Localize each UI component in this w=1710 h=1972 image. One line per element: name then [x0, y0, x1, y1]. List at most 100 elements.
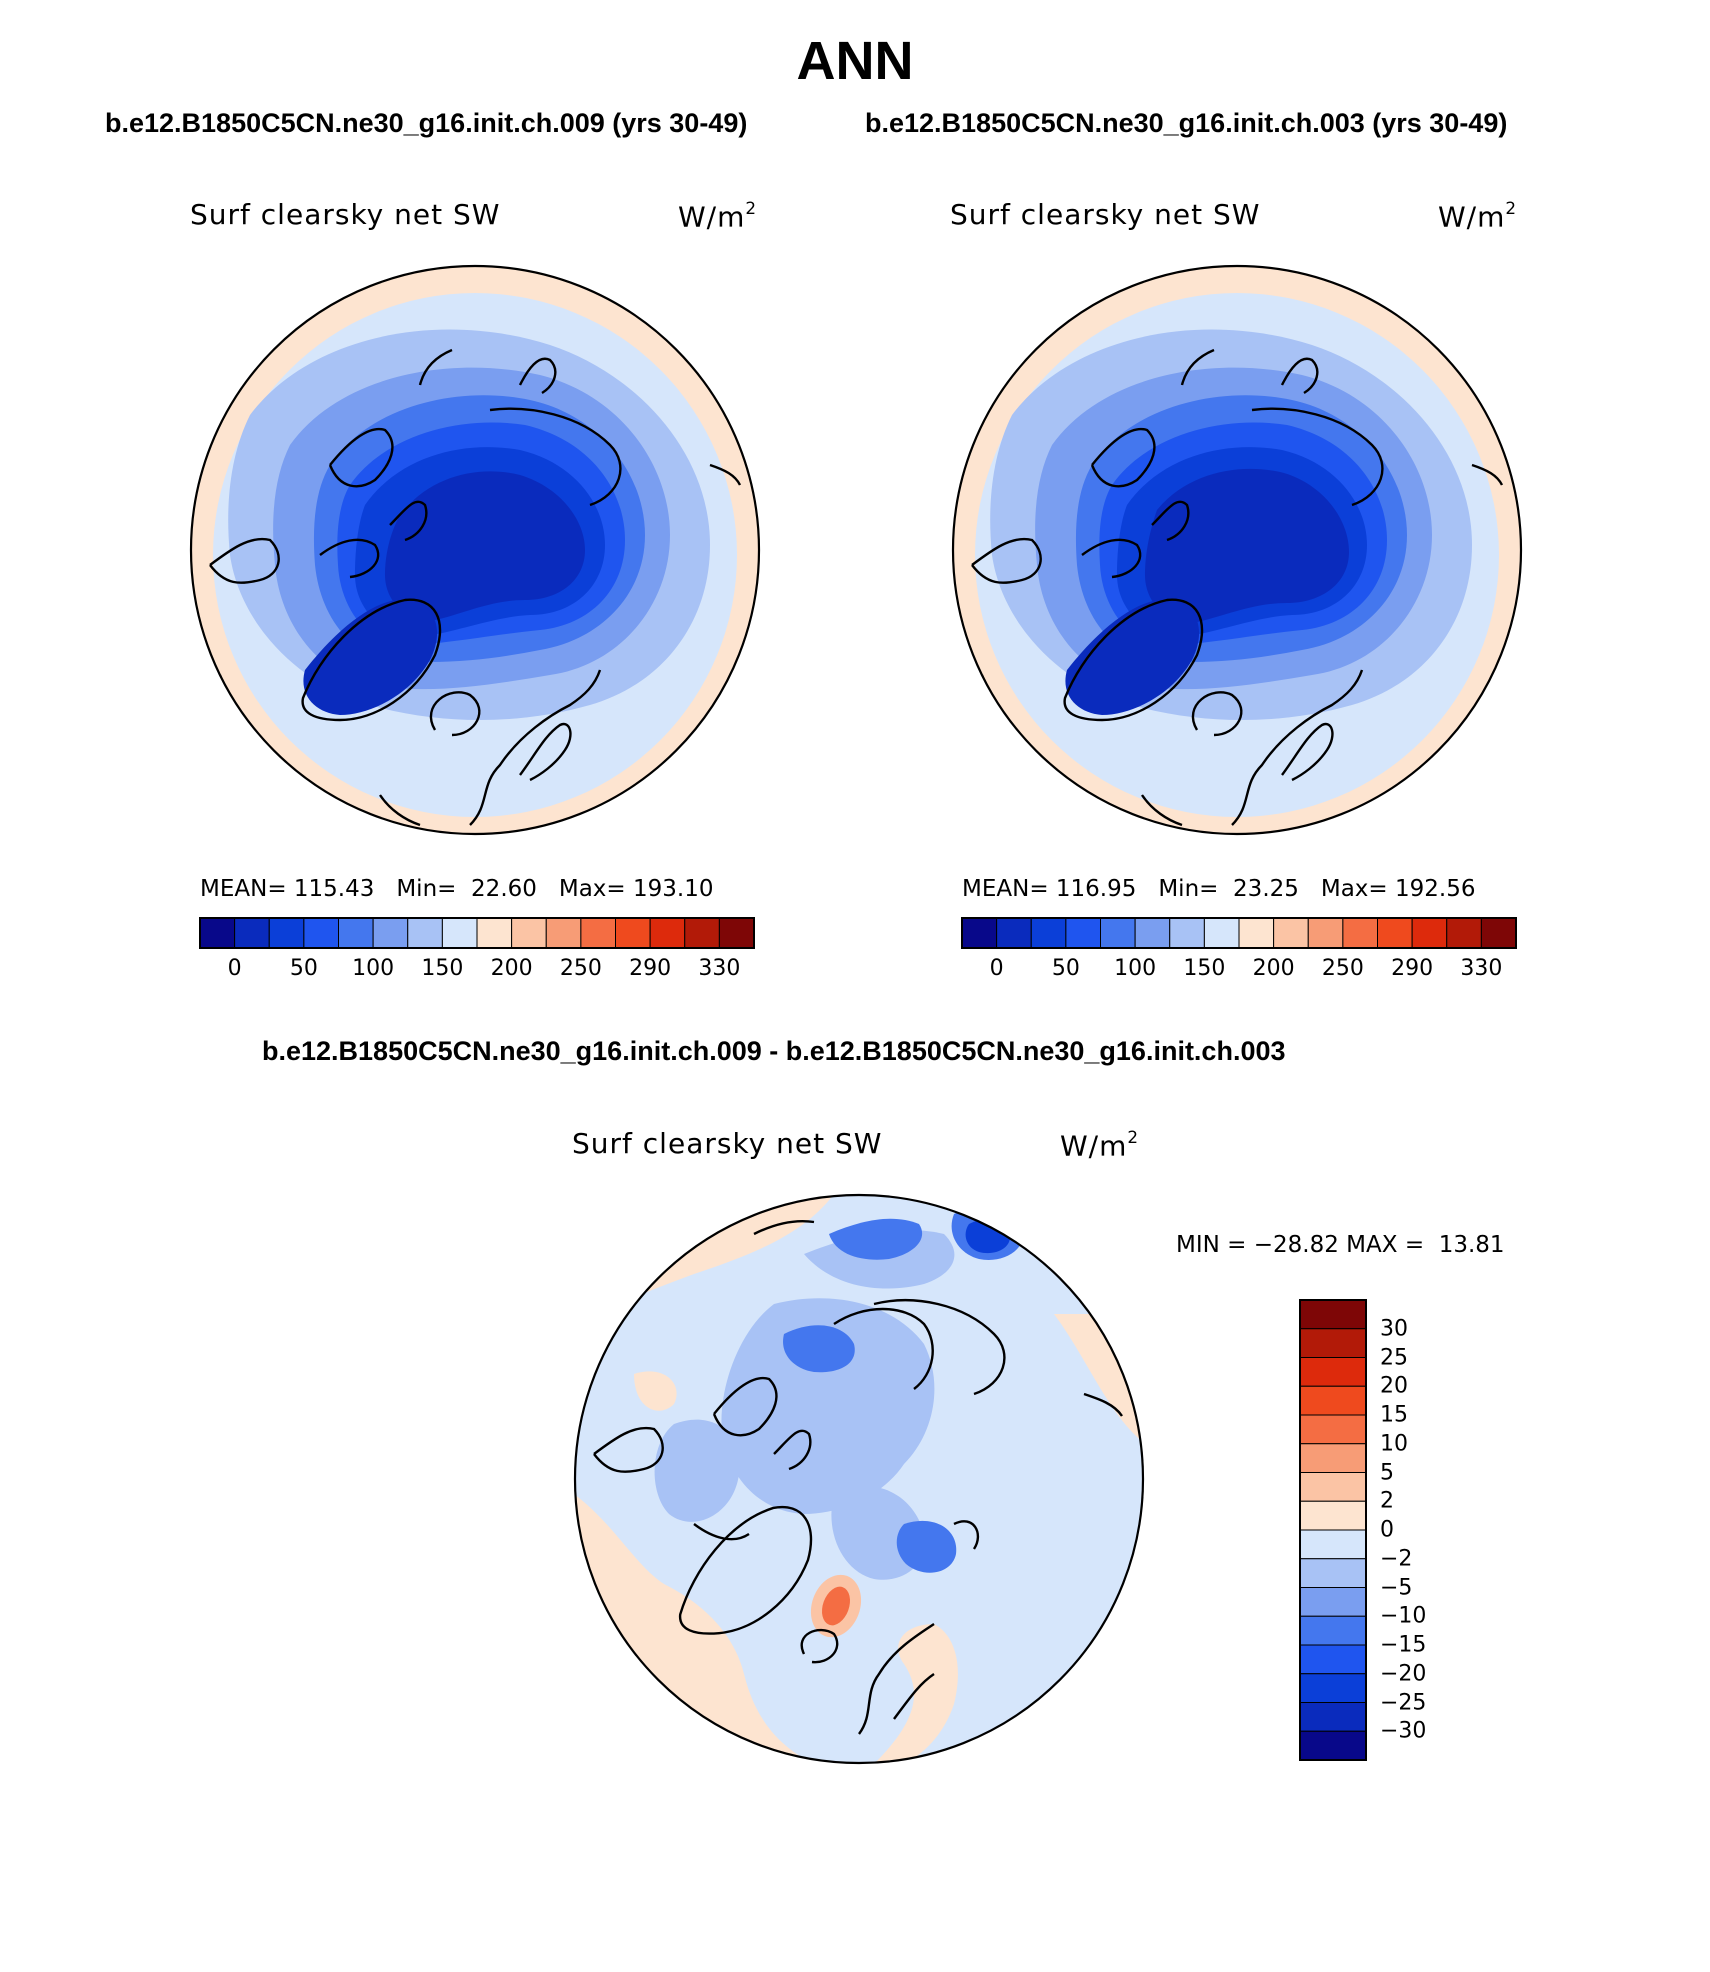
panel1-max-label: Max=: [558, 876, 626, 902]
diff-colorbar-swatch: [1299, 1299, 1367, 1330]
panel2-units-base: W/m: [1438, 200, 1506, 234]
colorbar-tick-label: 100: [352, 956, 395, 981]
colorbar-tick-label: 50: [1051, 956, 1080, 981]
colorbar-swatch: [1342, 917, 1378, 949]
colorbar-swatch: [649, 917, 686, 949]
colorbar-swatch: [1446, 917, 1482, 949]
diff-colorbar-outline: [1299, 1299, 1367, 1761]
colorbar-tick-label: 290: [629, 956, 672, 981]
panel1-variable-label: Surf clearsky net SW: [190, 198, 501, 231]
diff-colorbar-swatch: [1299, 1357, 1367, 1387]
colorbar-tick-label: 250: [1321, 956, 1364, 981]
diff-stats: MIN = −28.82 MAX = 13.81: [1176, 1232, 1505, 1258]
colorbar-swatch: [1307, 917, 1344, 949]
diff-colorbar-tick-label: 10: [1380, 1431, 1408, 1457]
panel2-units-exp: 2: [1505, 198, 1518, 218]
diff-units: W/m2: [1060, 1127, 1139, 1163]
diff-colorbar-tick-label: −10: [1380, 1603, 1427, 1629]
colorbar-swatch: [1480, 917, 1517, 949]
colorbar-tick-label: 330: [698, 956, 741, 981]
colorbar-swatch: [1238, 917, 1275, 949]
panel1-units-exp: 2: [745, 198, 758, 218]
colorbar-swatch: [1134, 917, 1171, 949]
colorbar-tick-label: 150: [1183, 956, 1226, 981]
colorbar-swatch: [1203, 917, 1240, 949]
colorbar-tick-label: 200: [490, 956, 533, 981]
colorbar-tick-label: 330: [1460, 956, 1503, 981]
diff-units-base: W/m: [1060, 1129, 1128, 1163]
diff-colorbar-tick-label: 20: [1380, 1373, 1408, 1399]
diff-max-value: 13.81: [1438, 1232, 1505, 1258]
panel2-max-label: Max=: [1320, 876, 1388, 902]
colorbar-tick-label: 0: [227, 956, 242, 981]
diff-colorbar-swatch: [1299, 1702, 1367, 1732]
colorbar-tick-label: 250: [559, 956, 602, 981]
colorbar-swatch: [684, 917, 720, 949]
diff-colorbar-tick-label: 0: [1380, 1517, 1394, 1543]
diff-colorbar-tick-label: 25: [1380, 1345, 1408, 1370]
diff-colorbar-swatch: [1299, 1587, 1367, 1617]
colorbar-swatch: [372, 917, 409, 949]
colorbar-outline: [199, 917, 755, 949]
colorbar-swatch: [441, 917, 478, 949]
diff-colorbar-swatch: [1299, 1472, 1367, 1502]
panel1-min-label: Min=: [396, 876, 457, 902]
diff-colorbar-tick-label: −25: [1380, 1690, 1427, 1715]
diff-colorbar-swatch: [1299, 1644, 1367, 1675]
diff-colorbar-swatch: [1299, 1385, 1367, 1416]
diff-colorbar-swatch: [1299, 1500, 1367, 1531]
panel1-max-value: 193.10: [632, 876, 714, 902]
colorbar-tick-label: 100: [1114, 956, 1157, 981]
diff-units-exp: 2: [1127, 1127, 1140, 1147]
colorbar-swatch: [615, 917, 651, 949]
panel2-min-value: 23.25: [1233, 876, 1299, 902]
case-a-title: b.e12.B1850C5CN.ne30_g16.init.ch.009 (yr…: [105, 108, 748, 138]
colorbar-swatch: [718, 917, 755, 949]
colorbar-tick-label: 200: [1252, 956, 1295, 981]
panel1-colorbar: [199, 917, 755, 949]
panel1-units-base: W/m: [678, 200, 746, 234]
colorbar-swatch: [268, 917, 305, 949]
colorbar-tick-label: 50: [289, 956, 318, 981]
difference-polar-map: [573, 1193, 1145, 1765]
diff-colorbar-tick-label: −30: [1380, 1718, 1427, 1744]
diff-colorbar-tick-label: −2: [1380, 1546, 1413, 1572]
diff-colorbar-tick-label: 5: [1380, 1460, 1394, 1485]
diff-colorbar-tick-label: −5: [1380, 1575, 1413, 1600]
colorbar-swatch: [511, 917, 547, 949]
colorbar-swatch: [303, 917, 339, 949]
panel2-min-label: Min=: [1158, 876, 1219, 902]
case-b-title: b.e12.B1850C5CN.ne30_g16.init.ch.003 (yr…: [865, 108, 1508, 138]
panel2-colorbar: [961, 917, 1517, 949]
colorbar-tick-label: 150: [421, 956, 464, 981]
colorbar-swatch: [407, 917, 443, 949]
figure-title: ANN: [796, 31, 914, 91]
panel2-max-value: 192.56: [1394, 876, 1476, 902]
diff-colorbar-swatch: [1299, 1558, 1367, 1588]
panel2-mean-value: 116.95: [1055, 876, 1137, 902]
diff-colorbar-swatch: [1299, 1730, 1367, 1761]
colorbar-swatch: [476, 917, 513, 949]
diff-min-value: −28.82: [1253, 1232, 1339, 1258]
panel2-mean-label: MEAN=: [962, 876, 1049, 902]
panel1-stats: MEAN= 115.43 Min= 22.60 Max= 193.10: [200, 876, 713, 902]
colorbar-swatch: [1100, 917, 1136, 949]
colorbar-swatch: [1169, 917, 1205, 949]
panel1-min-value: 22.60: [471, 876, 537, 902]
diff-colorbar-tick-label: −20: [1380, 1661, 1427, 1687]
panel1-polar-map: [189, 264, 761, 836]
colorbar-swatch: [1377, 917, 1413, 949]
colorbar-swatch: [1273, 917, 1309, 949]
colorbar-swatch: [961, 917, 998, 949]
colorbar-swatch: [545, 917, 582, 949]
diff-colorbar: [1299, 1299, 1367, 1761]
diff-min-label: MIN =: [1176, 1232, 1247, 1258]
panel2-units: W/m2: [1438, 198, 1517, 234]
colorbar-swatch: [996, 917, 1032, 949]
diff-colorbar-tick-label: 15: [1380, 1402, 1408, 1428]
colorbar-swatch: [234, 917, 270, 949]
panel2-stats: MEAN= 116.95 Min= 23.25 Max= 192.56: [962, 876, 1475, 902]
colorbar-swatch: [1065, 917, 1101, 949]
diff-colorbar-swatch: [1299, 1414, 1367, 1445]
diff-colorbar-swatch: [1299, 1615, 1367, 1646]
